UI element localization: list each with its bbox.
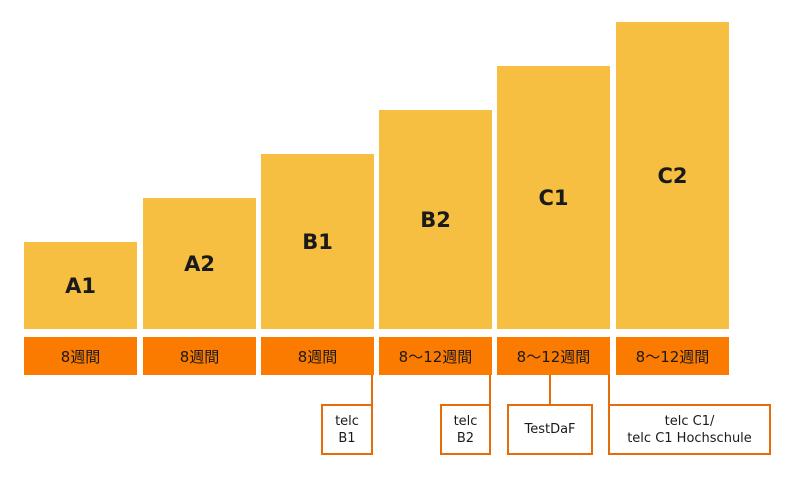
certificate-line2: telc C1 Hochschule	[627, 430, 752, 446]
certificate-line1: TestDaF	[524, 422, 576, 437]
certificate-line1: telc	[453, 413, 478, 429]
level-label: A1	[65, 273, 96, 298]
connector-b2	[489, 375, 491, 405]
certificate-line2: B2	[456, 430, 475, 446]
level-step-c1: C1	[497, 66, 610, 329]
duration-b1: 8週間	[261, 337, 374, 375]
duration-b2: 8〜12週間	[379, 337, 492, 375]
certificate-line1: telc	[335, 413, 359, 429]
certificate-telc-b2: telc B2	[440, 404, 491, 455]
connector-b1	[371, 375, 373, 405]
duration-a2: 8週間	[143, 337, 256, 375]
certificate-line1: telc C1/	[664, 413, 715, 429]
duration-c2: 8〜12週間	[616, 337, 729, 375]
level-label: B2	[420, 207, 451, 232]
level-step-a2: A2	[143, 198, 256, 329]
level-label: C1	[538, 185, 569, 210]
certificate-testdaf: TestDaF	[507, 404, 593, 455]
level-label: B1	[302, 229, 333, 254]
duration-c1: 8〜12週間	[497, 337, 610, 375]
duration-a1: 8週間	[24, 337, 137, 375]
level-step-b2: B2	[379, 110, 492, 329]
level-label: A2	[184, 251, 215, 276]
level-step-c2: C2	[616, 22, 729, 329]
level-step-b1: B1	[261, 154, 374, 329]
connector-c2	[608, 375, 610, 405]
level-label: C2	[657, 163, 688, 188]
certificate-line2: B1	[338, 430, 356, 446]
certificate-telc-b1: telc B1	[321, 404, 373, 455]
level-step-a1: A1	[24, 242, 137, 329]
certificate-telc-c1: telc C1/ telc C1 Hochschule	[608, 404, 771, 455]
connector-c1	[549, 375, 551, 405]
